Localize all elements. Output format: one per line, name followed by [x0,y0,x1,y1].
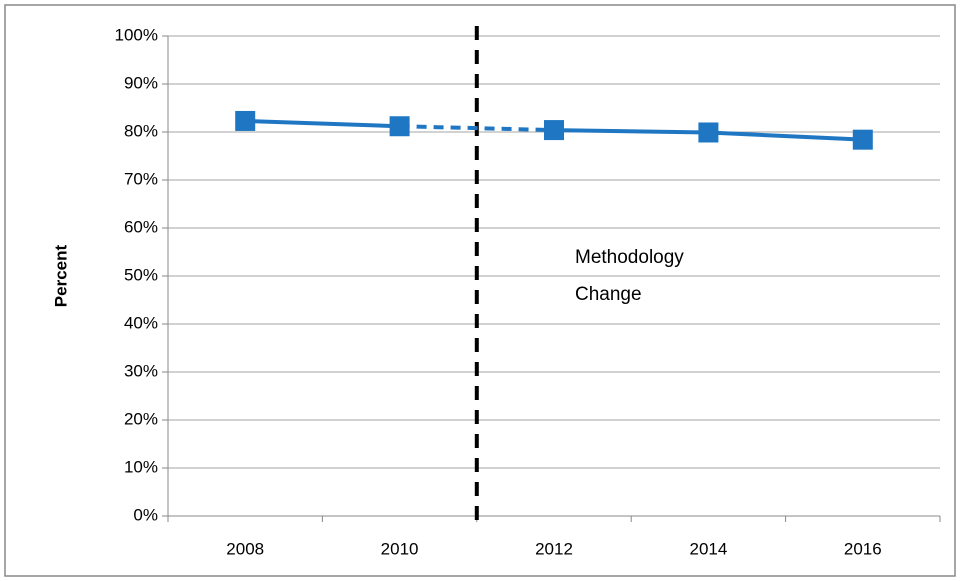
marker [389,116,410,137]
y-tick-label: 0% [133,505,158,524]
chart-border [4,4,956,577]
marker [235,110,256,131]
marker [544,120,564,141]
y-tick-label: 40% [124,313,158,332]
y-axis-label: Percent [51,244,70,307]
y-tick-label: 10% [124,457,158,476]
line-segment [708,130,863,142]
annotation: Methodology [575,247,684,268]
line-segment [399,124,555,133]
marker [852,129,873,150]
y-tick-label: 80% [124,121,158,140]
x-tick-label: 2016 [844,539,882,558]
x-tick-label: 2008 [226,539,264,558]
x-tick-label: 2014 [689,539,727,558]
x-tick-label: 2010 [381,539,419,558]
y-tick-label: 100% [115,25,158,44]
marker [698,122,719,143]
annotation: Change [575,284,642,305]
line-segment [245,118,400,129]
y-tick-label: 60% [124,217,158,236]
y-tick-label: 20% [124,409,158,428]
y-tick-label: 70% [124,169,158,188]
y-tick-label: 30% [124,361,158,380]
y-tick-label: 50% [124,265,158,284]
x-tick-label: 2012 [535,539,573,558]
line-segment [553,128,709,135]
y-tick-label: 90% [124,73,158,92]
